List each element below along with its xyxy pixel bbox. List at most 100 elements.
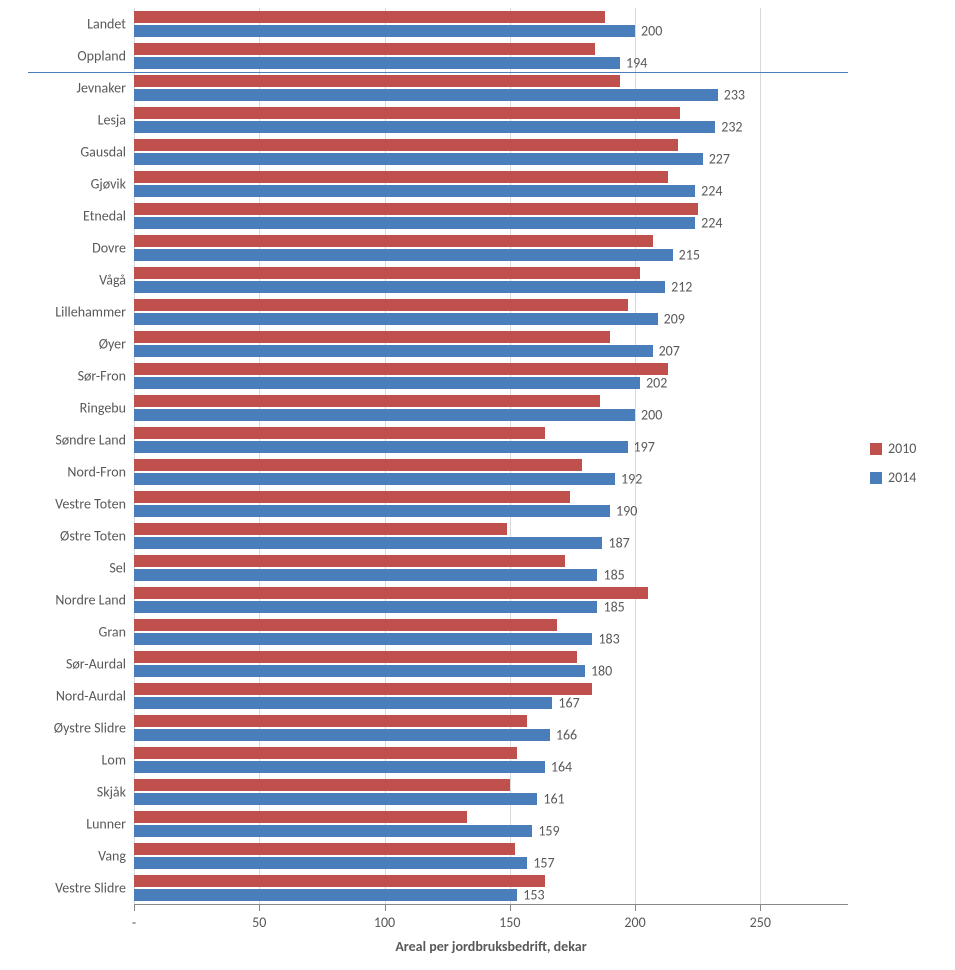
- x-tick-label: 100: [374, 914, 395, 931]
- value-label: 209: [664, 311, 685, 328]
- x-tick: [760, 904, 761, 911]
- x-tick: [510, 904, 511, 911]
- value-label: 153: [523, 887, 544, 904]
- value-label: 224: [701, 183, 722, 200]
- category-label: Nordre Land: [55, 592, 126, 609]
- category-label: Ringebu: [80, 400, 126, 417]
- category-label: Etnedal: [83, 208, 126, 225]
- bar-2014: [134, 25, 635, 37]
- bar-2010: [134, 235, 653, 247]
- category-label: Vestre Toten: [55, 496, 126, 513]
- x-tick-label: 200: [624, 914, 645, 931]
- bar-2014: [134, 377, 640, 389]
- bar-2014: [134, 793, 537, 805]
- bar-2010: [134, 427, 545, 439]
- bar-2010: [134, 299, 628, 311]
- category-label: Sør-Aurdal: [66, 656, 126, 673]
- bar-2014: [134, 185, 695, 197]
- bar-2010: [134, 555, 565, 567]
- bar-2010: [134, 267, 640, 279]
- x-tick-label: 50: [252, 914, 266, 931]
- legend-label: 2010: [888, 440, 916, 457]
- x-axis-title: Areal per jordbruksbedrift, dekar: [134, 938, 848, 955]
- bar-2014: [134, 441, 628, 453]
- value-label: 200: [641, 407, 662, 424]
- value-label: 157: [533, 855, 554, 872]
- category-label: Sel: [109, 560, 126, 577]
- bar-2010: [134, 811, 467, 823]
- plot-area: [134, 8, 848, 905]
- x-tick: [134, 904, 135, 911]
- bar-2014: [134, 537, 602, 549]
- value-label: 207: [659, 343, 680, 360]
- bar-2010: [134, 171, 668, 183]
- x-tick: [259, 904, 260, 911]
- legend: 2010 2014: [870, 440, 916, 498]
- category-label: Lom: [102, 752, 126, 769]
- category-label: Øystre Slidre: [54, 720, 126, 737]
- category-label: Vågå: [99, 272, 126, 289]
- category-label: Vang: [98, 848, 126, 865]
- value-label: 215: [679, 247, 700, 264]
- category-label: Lillehammer: [55, 304, 126, 321]
- category-label: Sør-Fron: [78, 368, 126, 385]
- category-label: Jevnaker: [76, 80, 126, 97]
- category-label: Øyer: [99, 336, 126, 353]
- x-tick: [385, 904, 386, 911]
- category-label: Nord-Aurdal: [56, 688, 126, 705]
- bar-2010: [134, 683, 592, 695]
- value-label: 164: [551, 759, 572, 776]
- bar-2010: [134, 331, 610, 343]
- bar-2014: [134, 473, 615, 485]
- bar-2010: [134, 779, 510, 791]
- bar-2010: [134, 587, 648, 599]
- category-label: Gran: [99, 624, 127, 641]
- legend-item: 2014: [870, 469, 916, 486]
- value-label: 194: [626, 55, 647, 72]
- bar-2010: [134, 107, 680, 119]
- value-label: 166: [556, 727, 577, 744]
- bar-2010: [134, 75, 620, 87]
- bar-2014: [134, 121, 715, 133]
- bar-2014: [134, 761, 545, 773]
- bar-2014: [134, 249, 673, 261]
- value-label: 185: [603, 599, 624, 616]
- value-label: 224: [701, 215, 722, 232]
- bar-2014: [134, 665, 585, 677]
- value-label: 212: [671, 279, 692, 296]
- bar-2014: [134, 729, 550, 741]
- category-label: Skjåk: [97, 784, 126, 801]
- bar-2010: [134, 619, 557, 631]
- bar-2014: [134, 153, 703, 165]
- bar-2010: [134, 747, 517, 759]
- bar-2014: [134, 505, 610, 517]
- bar-2014: [134, 57, 620, 69]
- bar-2010: [134, 363, 668, 375]
- value-label: 159: [538, 823, 559, 840]
- bar-2014: [134, 889, 517, 901]
- bar-2014: [134, 217, 695, 229]
- category-label: Lunner: [86, 816, 126, 833]
- legend-item: 2010: [870, 440, 916, 457]
- bar-2010: [134, 139, 678, 151]
- value-label: 180: [591, 663, 612, 680]
- value-label: 167: [558, 695, 579, 712]
- x-tick-label: 250: [750, 914, 771, 931]
- bar-2010: [134, 523, 507, 535]
- chart-container: LandetOpplandJevnakerLesjaGausdalGjøvikE…: [0, 0, 955, 970]
- gridline: [760, 8, 761, 904]
- category-label: Vestre Slidre: [55, 880, 126, 897]
- legend-swatch: [870, 472, 882, 484]
- category-label: Søndre Land: [55, 432, 126, 449]
- bar-2014: [134, 345, 653, 357]
- value-label: 192: [621, 471, 642, 488]
- category-label: Oppland: [77, 48, 126, 65]
- bar-2010: [134, 715, 527, 727]
- bar-2014: [134, 697, 552, 709]
- bar-2014: [134, 313, 658, 325]
- value-label: 197: [634, 439, 655, 456]
- value-label: 232: [721, 119, 742, 136]
- x-tick: [635, 904, 636, 911]
- category-label: Dovre: [92, 240, 126, 257]
- bar-2014: [134, 281, 665, 293]
